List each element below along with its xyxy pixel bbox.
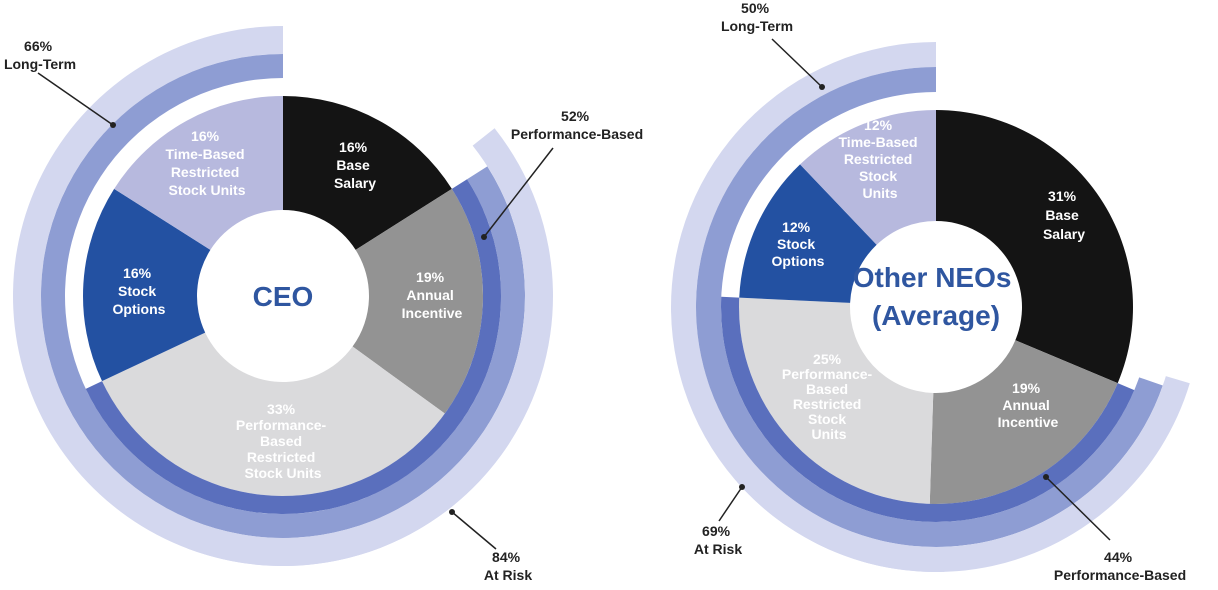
neo-stock-options-label: 12% Stock Options [772,219,825,269]
neo-annual-incentive-label: 19% Annual Incentive [998,380,1059,430]
ceo-perf-rsu-segment [102,332,445,496]
neo-base-salary-label: 31% Base Salary [1043,188,1085,242]
neo-annual-incentive-segment [929,340,1118,505]
neo-performance-leader [1045,476,1111,541]
ceo-base-salary-segment [283,96,452,250]
ceo-center-title: CEO [253,281,314,312]
ceo-stock-options-label: 16% Stock Options [113,265,166,317]
neo-long-term-label: 50% Long-Term [721,0,793,34]
ceo-long-term-leader [37,72,114,126]
ceo-base-salary-label: 16% Base Salary [334,139,376,191]
neo-time-rsu-segment [800,110,936,245]
neo-perf-rsu-segment [739,297,934,504]
ceo-performance-based-outer-band [187,128,553,566]
ceo-at-risk-label: 84% At Risk [484,549,532,583]
ceo-segments [82,96,483,496]
ceo-annual-incentive-segment [352,188,483,414]
neo-at-risk-label: 69% At Risk [694,523,742,557]
neo-long-term-marker [819,84,825,90]
neo-segments [739,110,1133,505]
neo-center-title: Other NEOs (Average) [853,262,1019,331]
ceo-annual-incentive-label: 19% Annual Incentive [402,269,463,321]
ceo-performance-leader [483,147,554,238]
neo-at-risk-leader [718,486,743,522]
ceo-time-rsu-segment [114,96,283,250]
ceo-stock-options-segment [82,188,211,382]
neo-performance-marker [1043,474,1049,480]
neo-performance-label: 44% Performance-Based [1054,549,1186,583]
ceo-at-risk-marker [449,509,455,515]
ceo-chart: CEO 16% Base Salary 19% Annual Incentive… [4,26,643,583]
neo-performance-based-outer-band [736,376,1190,573]
ceo-performance-label: 52% Performance-Based [511,108,643,142]
ceo-long-term-label: 66% Long-Term [4,38,76,72]
ceo-time-rsu-label: 16% Time-Based Restricted Stock Units [166,128,249,198]
ceo-performance-marker [481,234,487,240]
neo-rings [671,42,1190,573]
neo-stock-options-segment [739,164,877,303]
neo-at-risk-marker [739,484,745,490]
neo-time-rsu-label: 12% Time-Based Restricted Stock Units [839,117,922,201]
ceo-rings [12,26,553,567]
neo-perf-rsu-label: 25% Performance- Based Restricted Stock … [782,351,876,442]
neo-long-term-leader [771,38,823,88]
ceo-long-term-marker [110,122,116,128]
neo-base-salary-segment [936,110,1133,384]
other-neos-chart: Other NEOs (Average) 31% Base Salary 19%… [671,0,1190,583]
ceo-perf-rsu-label: 33% Performance- Based Restricted Stock … [236,401,330,481]
ceo-at-risk-leader [451,511,497,550]
